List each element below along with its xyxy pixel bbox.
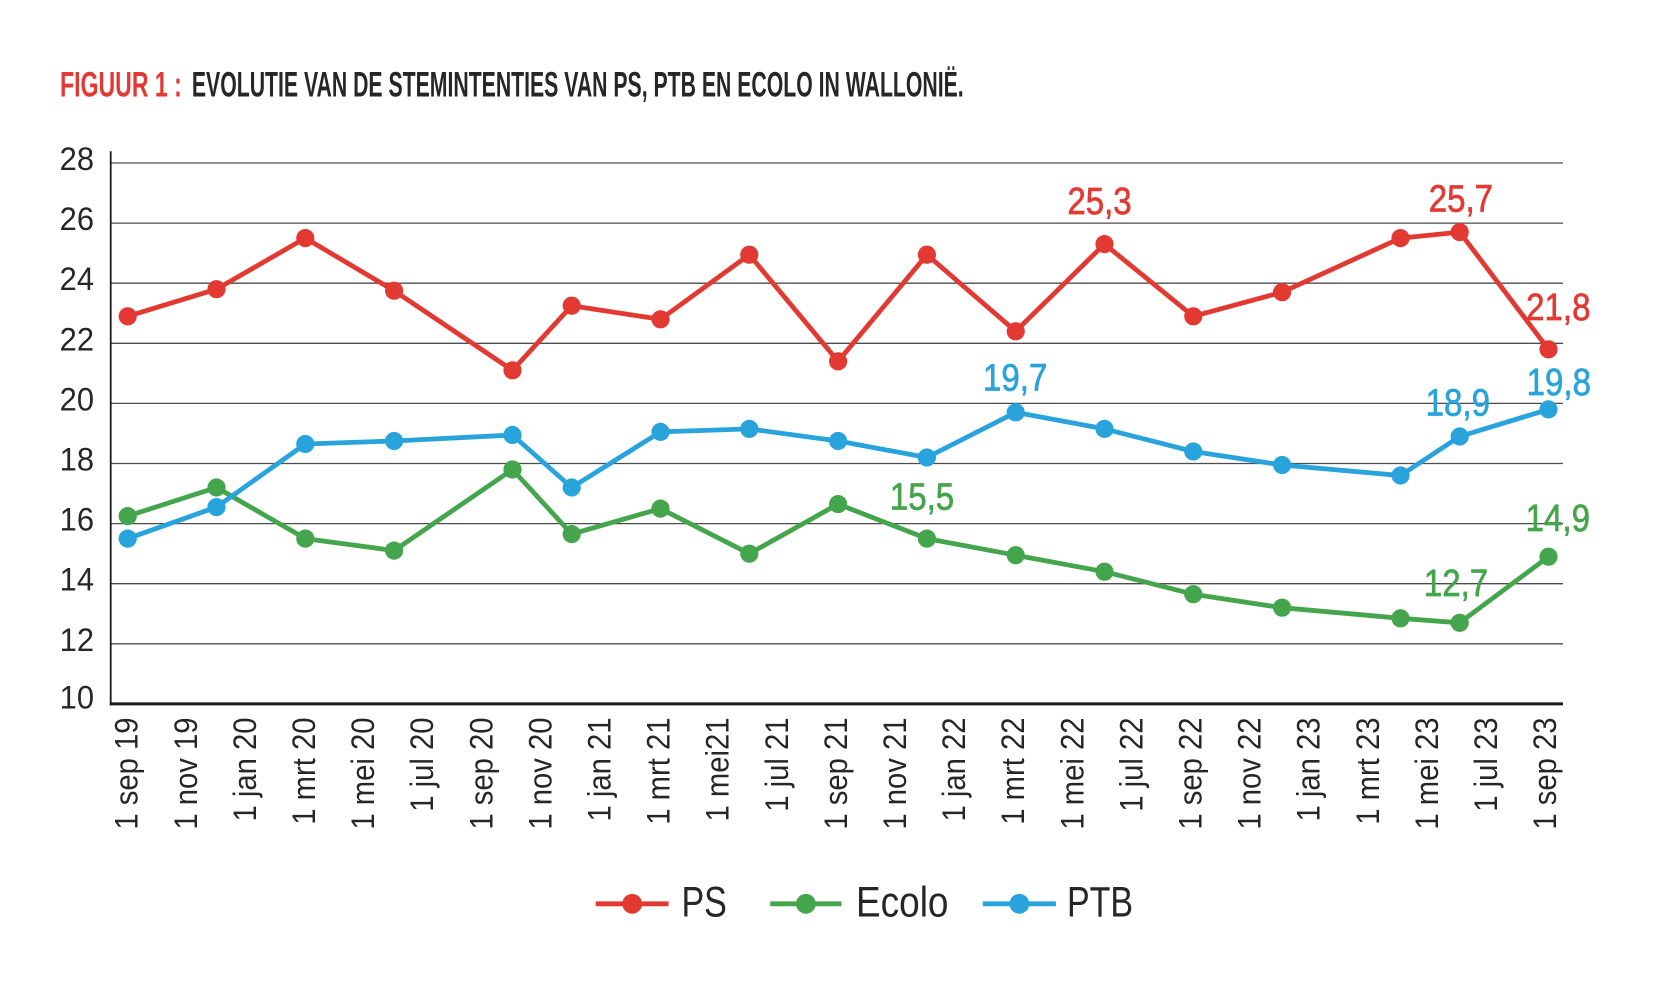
svg-text:18: 18 xyxy=(60,441,94,478)
svg-text:19,8: 19,8 xyxy=(1527,361,1591,404)
svg-text:FIGUUR 1 :: FIGUUR 1 : xyxy=(60,66,182,105)
svg-text:1 jul 20: 1 jul 20 xyxy=(404,718,441,812)
svg-text:25,7: 25,7 xyxy=(1429,177,1493,220)
svg-text:1 mrt 20: 1 mrt 20 xyxy=(286,718,323,825)
svg-text:20: 20 xyxy=(60,381,94,418)
svg-text:1 jan 21: 1 jan 21 xyxy=(581,718,618,822)
svg-text:22: 22 xyxy=(60,321,94,358)
svg-text:1 jan 22: 1 jan 22 xyxy=(936,718,973,822)
svg-text:PS: PS xyxy=(682,879,727,926)
svg-text:EVOLUTIE VAN DE STEMINTENTIES: EVOLUTIE VAN DE STEMINTENTIES VAN PS, PT… xyxy=(192,65,964,105)
svg-text:1 jul 22: 1 jul 22 xyxy=(1113,718,1150,812)
svg-text:12: 12 xyxy=(60,621,94,658)
svg-text:1 mei 22: 1 mei 22 xyxy=(1054,718,1091,830)
svg-text:1 sep 20: 1 sep 20 xyxy=(463,718,500,830)
svg-text:1 mei 20: 1 mei 20 xyxy=(345,718,382,830)
svg-text:25,3: 25,3 xyxy=(1067,180,1131,223)
svg-text:1 jan 23: 1 jan 23 xyxy=(1290,718,1327,822)
svg-text:1 jul 21: 1 jul 21 xyxy=(758,718,795,812)
svg-text:1 mrt 21: 1 mrt 21 xyxy=(640,718,677,825)
svg-text:14,9: 14,9 xyxy=(1526,497,1590,540)
svg-text:16: 16 xyxy=(60,501,94,538)
svg-text:26: 26 xyxy=(60,200,94,237)
svg-text:1 sep 21: 1 sep 21 xyxy=(817,718,854,830)
svg-text:Ecolo: Ecolo xyxy=(856,879,948,926)
svg-text:1 nov 21: 1 nov 21 xyxy=(877,718,914,830)
svg-text:1 sep 22: 1 sep 22 xyxy=(1172,718,1209,830)
svg-text:1 nov 19: 1 nov 19 xyxy=(167,718,204,830)
svg-text:1 mei 23: 1 mei 23 xyxy=(1408,718,1445,830)
svg-text:1 jul 23: 1 jul 23 xyxy=(1468,718,1505,812)
svg-text:28: 28 xyxy=(60,140,94,177)
svg-text:1 sep 19: 1 sep 19 xyxy=(108,718,145,830)
svg-text:24: 24 xyxy=(60,260,94,297)
svg-text:1 mei21: 1 mei21 xyxy=(699,718,736,822)
svg-text:12,7: 12,7 xyxy=(1424,562,1488,605)
svg-text:1 mrt 23: 1 mrt 23 xyxy=(1349,718,1386,825)
svg-text:1 jan 20: 1 jan 20 xyxy=(226,718,263,822)
svg-text:10: 10 xyxy=(60,679,94,716)
svg-text:1 nov 20: 1 nov 20 xyxy=(522,718,559,830)
svg-text:19,7: 19,7 xyxy=(983,357,1047,400)
svg-text:15,5: 15,5 xyxy=(890,475,954,518)
svg-text:18,9: 18,9 xyxy=(1426,382,1490,425)
svg-text:21,8: 21,8 xyxy=(1526,286,1590,329)
svg-text:1 mrt 22: 1 mrt 22 xyxy=(995,718,1032,825)
svg-text:1 sep 23: 1 sep 23 xyxy=(1527,718,1564,830)
svg-text:14: 14 xyxy=(60,561,94,598)
svg-text:PTB: PTB xyxy=(1067,879,1133,926)
svg-text:1 nov 22: 1 nov 22 xyxy=(1231,718,1268,830)
